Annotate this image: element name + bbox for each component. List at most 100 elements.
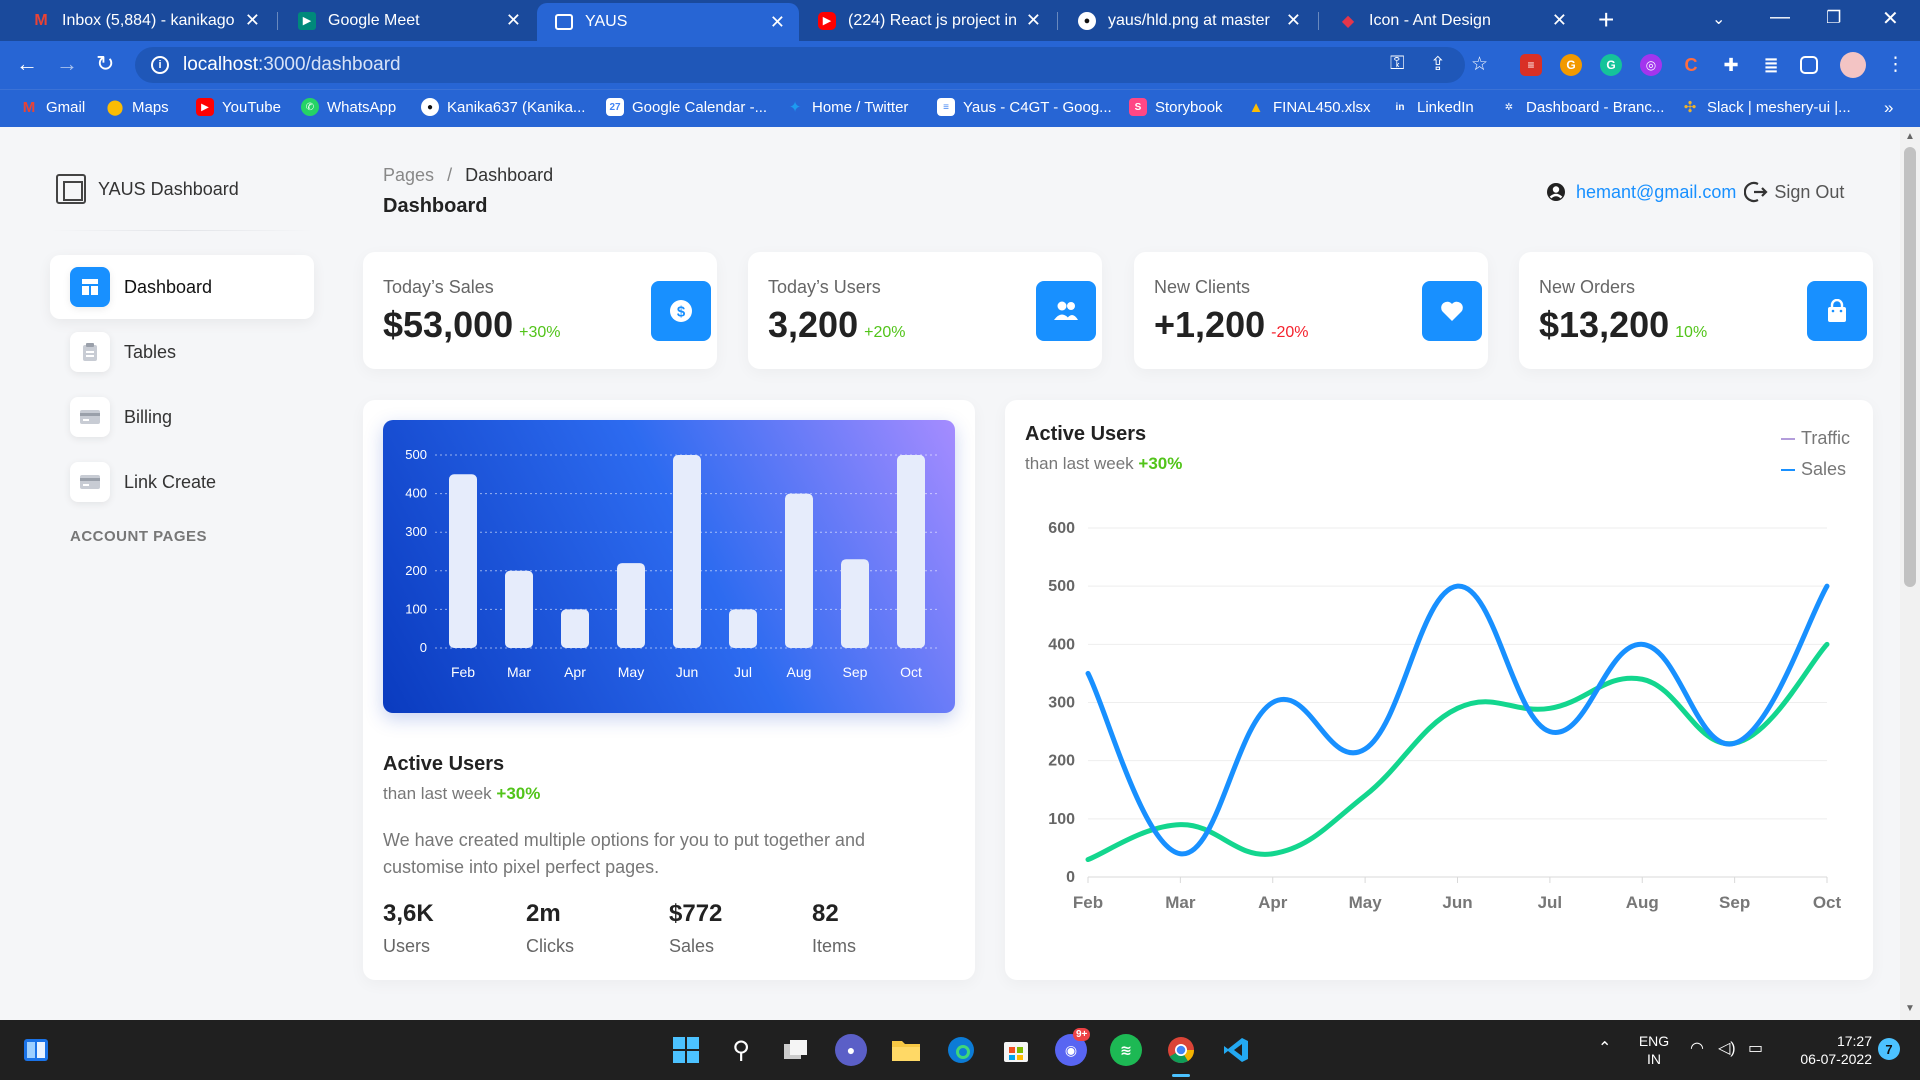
- mini-stat-value: 82: [812, 900, 839, 927]
- share-icon[interactable]: ⇪: [1430, 54, 1446, 75]
- user-email[interactable]: hemant@gmail.com: [1576, 181, 1737, 202]
- bar-feb[interactable]: [449, 474, 477, 648]
- battery-icon[interactable]: ▭: [1748, 1040, 1764, 1057]
- microsoft-store-icon[interactable]: [1000, 1034, 1032, 1066]
- close-window-icon[interactable]: ✕: [1882, 8, 1899, 30]
- back-arrow-icon[interactable]: ←: [16, 51, 38, 76]
- line-y-tick-label: 300: [1048, 695, 1075, 712]
- bar-jun[interactable]: [673, 455, 701, 648]
- legend-item-sales[interactable]: Sales: [1781, 459, 1846, 480]
- tab-yaus[interactable]: YAUS ✕: [537, 3, 799, 41]
- grammarly-icon[interactable]: G: [1600, 54, 1622, 76]
- tab-google-meet[interactable]: ▶ Google Meet ✕: [280, 0, 535, 41]
- tab-search-icon[interactable]: ⌄: [1712, 11, 1726, 28]
- bookmark-youtube[interactable]: ▶ YouTube: [196, 98, 281, 116]
- tab-gmail[interactable]: M Inbox (5,884) - kanikagola2 ✕: [14, 0, 274, 41]
- bar-aug[interactable]: [785, 493, 813, 648]
- close-icon[interactable]: ✕: [505, 10, 521, 30]
- bookmark-linkedin[interactable]: in LinkedIn: [1391, 98, 1474, 116]
- bookmark-github[interactable]: ● Kanika637 (Kanika...: [421, 98, 585, 116]
- line-series-sales[interactable]: [1085, 641, 1830, 863]
- volume-icon[interactable]: ◁): [1718, 1040, 1736, 1057]
- windows-start-icon[interactable]: [670, 1034, 702, 1066]
- breadcrumb-root[interactable]: Pages: [383, 165, 435, 185]
- bar-sep[interactable]: [841, 559, 869, 648]
- bookmark-google-doc[interactable]: ≡ Yaus - C4GT - Goog...: [937, 98, 1112, 116]
- sidebar-item-link-create[interactable]: Link Create: [50, 450, 314, 514]
- address-bar[interactable]: i localhost:3000/dashboard: [135, 47, 1465, 83]
- side-panel-icon[interactable]: [1800, 56, 1818, 74]
- notification-badge[interactable]: 7: [1878, 1038, 1900, 1060]
- legend-item-traffic[interactable]: Traffic: [1781, 428, 1850, 449]
- minimize-icon[interactable]: —: [1770, 6, 1790, 28]
- sidebar-item-billing[interactable]: Billing: [50, 385, 314, 449]
- star-icon[interactable]: ☆: [1471, 54, 1489, 75]
- extension-icon[interactable]: ◎: [1640, 54, 1662, 76]
- tab-github[interactable]: ● yaus/hld.png at master · Sa ✕: [1060, 0, 1315, 41]
- new-tab-button[interactable]: +: [1598, 4, 1615, 35]
- search-icon[interactable]: ⚲: [732, 1036, 750, 1064]
- scroll-down-icon[interactable]: ▼: [1905, 1003, 1915, 1014]
- page-scrollbar[interactable]: ▲ ▼: [1900, 127, 1920, 1020]
- reading-list-icon[interactable]: ≣: [1763, 54, 1779, 75]
- close-icon[interactable]: ✕: [244, 10, 260, 30]
- spotify-icon[interactable]: ≋: [1110, 1034, 1142, 1066]
- brand[interactable]: YAUS Dashboard: [56, 174, 239, 204]
- bookmark-final450[interactable]: ▲ FINAL450.xlsx: [1247, 98, 1371, 116]
- bookmark-gmail[interactable]: M Gmail: [20, 98, 85, 116]
- bookmark-google-calendar[interactable]: 27 Google Calendar -...: [606, 98, 767, 116]
- language-indicator[interactable]: ENG IN: [1634, 1032, 1674, 1068]
- key-icon[interactable]: ⚿: [1390, 53, 1405, 74]
- close-icon[interactable]: ✕: [1285, 10, 1301, 30]
- edge-icon[interactable]: [945, 1034, 977, 1066]
- logout-icon[interactable]: [1744, 180, 1768, 204]
- teams-chat-icon[interactable]: ●: [835, 1034, 867, 1066]
- codeium-icon[interactable]: C: [1684, 54, 1698, 75]
- grammarly-go-icon[interactable]: G: [1560, 54, 1582, 76]
- task-view-icon[interactable]: [780, 1034, 812, 1066]
- puzzle-icon[interactable]: ✚: [1723, 54, 1739, 75]
- bar-y-tick-label: 400: [405, 486, 427, 501]
- todoist-icon[interactable]: ≡: [1520, 54, 1542, 76]
- restore-icon[interactable]: ❐: [1826, 8, 1842, 27]
- show-hidden-icons[interactable]: ⌃: [1598, 1040, 1612, 1057]
- bar-may[interactable]: [617, 563, 645, 648]
- clock[interactable]: 17:27 06-07-2022: [1782, 1032, 1872, 1068]
- wifi-icon[interactable]: ◠: [1690, 1040, 1704, 1057]
- reload-icon[interactable]: ↻: [96, 51, 115, 76]
- more-menu-icon[interactable]: ⋮: [1886, 54, 1905, 75]
- line-chart: 0 100 200 300 400 500 600 Feb Mar Apr May Jun Jul Aug…: [1048, 520, 1841, 912]
- close-icon[interactable]: ✕: [1551, 10, 1567, 30]
- forward-arrow-icon[interactable]: →: [56, 51, 78, 76]
- bookmark-slack[interactable]: ✣ Slack | meshery-ui |...: [1681, 98, 1851, 117]
- sidebar-item-dashboard[interactable]: Dashboard: [50, 255, 314, 319]
- line-series-traffic[interactable]: [1085, 583, 1830, 857]
- info-icon[interactable]: i: [151, 56, 169, 74]
- widgets-icon[interactable]: [20, 1034, 52, 1066]
- bar-oct[interactable]: [897, 455, 925, 648]
- bookmark-whatsapp[interactable]: ✆ WhatsApp: [301, 98, 396, 116]
- file-explorer-icon[interactable]: [890, 1034, 922, 1066]
- chrome-icon[interactable]: [1165, 1034, 1197, 1066]
- close-icon[interactable]: ✕: [1025, 10, 1041, 30]
- profile-avatar[interactable]: [1840, 52, 1866, 78]
- bookmark-dashboard-branch[interactable]: ✲ Dashboard - Branc...: [1500, 98, 1665, 116]
- bar-jul[interactable]: [729, 609, 757, 648]
- scrollbar-thumb[interactable]: [1904, 147, 1916, 587]
- scroll-up-icon[interactable]: ▲: [1905, 131, 1915, 142]
- bookmark-storybook[interactable]: S Storybook: [1129, 98, 1223, 116]
- vscode-icon[interactable]: [1220, 1034, 1252, 1066]
- bookmark-maps[interactable]: ⬤ Maps: [106, 98, 169, 117]
- slack-icon: ✣: [1683, 99, 1697, 116]
- tab-youtube[interactable]: ▶ (224) React js project in Hin ✕: [800, 0, 1055, 41]
- bar-apr[interactable]: [561, 609, 589, 648]
- sidebar-item-tables[interactable]: Tables: [50, 320, 314, 384]
- sign-out-link[interactable]: Sign Out: [1774, 181, 1845, 202]
- more-bookmarks-icon[interactable]: »: [1884, 98, 1894, 117]
- sidebar-heading: ACCOUNT PAGES: [70, 528, 208, 545]
- bookmark-twitter[interactable]: ✦ Home / Twitter: [786, 98, 909, 117]
- discord-icon[interactable]: ◉ 9+: [1055, 1028, 1091, 1066]
- bar-mar[interactable]: [505, 570, 533, 648]
- tab-ant-design[interactable]: ◆ Icon - Ant Design ✕: [1321, 0, 1581, 41]
- close-icon[interactable]: ✕: [769, 11, 785, 32]
